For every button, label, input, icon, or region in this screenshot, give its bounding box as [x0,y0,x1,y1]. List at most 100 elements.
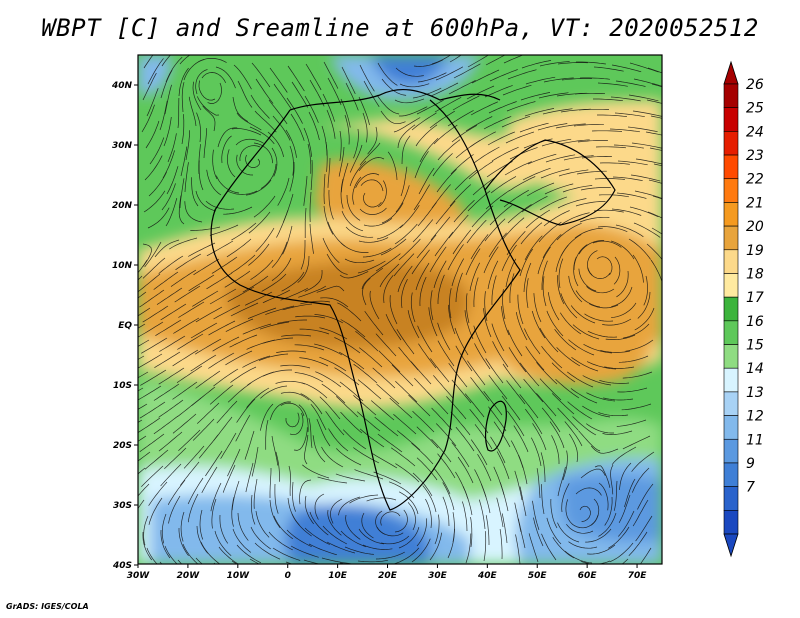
streamline [340,242,369,253]
streamline [448,79,476,95]
streamline [190,354,217,372]
streamline [280,364,311,369]
streamline [613,144,644,149]
streamline [598,482,609,511]
streamline [236,112,262,131]
streamline [271,147,278,177]
streamline [608,526,630,549]
streamline [286,97,303,124]
streamline [289,412,304,436]
streamline [206,240,234,257]
streamline [432,153,453,177]
streamline [634,190,662,199]
streamline [455,272,463,303]
streamline [466,293,470,324]
streamline [268,531,293,551]
streamline [207,82,222,104]
streamline [321,446,344,468]
streamline [138,321,164,338]
streamline [340,411,363,434]
streamline [237,512,249,541]
streamline [219,514,229,544]
streamline [640,547,652,564]
streamline [509,273,515,304]
streamline [179,55,191,65]
streamline [651,83,662,88]
streamline [138,417,161,433]
streamline [454,169,478,191]
streamline [465,116,493,132]
streamline [579,77,610,80]
streamline [314,314,344,324]
streamline [586,392,616,402]
streamline [180,146,188,177]
streamline [451,258,465,287]
streamline [249,126,275,145]
streamline [467,360,486,386]
streamline [308,418,313,449]
coast-arabia [484,139,616,226]
streamline [524,235,543,261]
streamline [341,162,349,193]
streamline [187,493,199,523]
streamline [563,155,594,161]
streamline [210,482,222,512]
streamline [631,467,650,493]
streamline [519,394,539,419]
streamline [522,167,551,181]
streamline [430,290,434,321]
streamline [375,333,397,357]
field-band-hot [225,261,470,349]
longitude-axis: 30W 20W 10W 0 10E 20E 30E 40E 50E 60E 70E [127,564,647,581]
streamline [397,265,413,293]
streamline [359,428,385,448]
streamline [575,487,602,496]
streamline [164,545,178,564]
streamline [598,412,629,417]
streamline [619,462,632,490]
streamline [358,96,370,126]
streamline [209,288,237,305]
streamline [457,456,474,484]
streamline [304,495,314,525]
streamline [166,166,179,195]
streamline [213,368,239,387]
streamline [586,361,617,370]
streamline [322,237,340,264]
streamline [466,85,495,100]
streamline [159,100,168,131]
streamline [575,290,601,308]
streamline [618,355,649,363]
streamline [188,274,215,292]
streamline [253,478,258,509]
streamline [339,271,369,279]
streamline [536,468,541,499]
streamline [555,123,586,129]
streamline [220,432,237,459]
streamline [309,511,329,536]
streamline [346,194,361,221]
streamline [164,84,172,115]
streamline [435,66,464,81]
streamline [191,177,199,207]
streamline [358,237,389,243]
streamline [610,96,641,102]
streamline [263,337,294,344]
streamline [235,138,264,146]
streamline [236,398,256,423]
streamline [419,138,439,163]
streamline [481,484,491,514]
lat-tick-label: 40N [111,81,133,91]
streamline [184,162,189,193]
streamline [362,544,393,550]
lon-tick-label: 10W [227,571,251,581]
streamline [138,371,149,379]
streamline [260,385,288,399]
streamline [518,455,528,485]
grads-credit: GrADS: IGES/COLA [6,602,89,611]
streamline [138,323,146,329]
streamline [316,418,331,447]
streamline [543,77,574,83]
streamline [280,391,310,401]
streamline [364,310,384,336]
